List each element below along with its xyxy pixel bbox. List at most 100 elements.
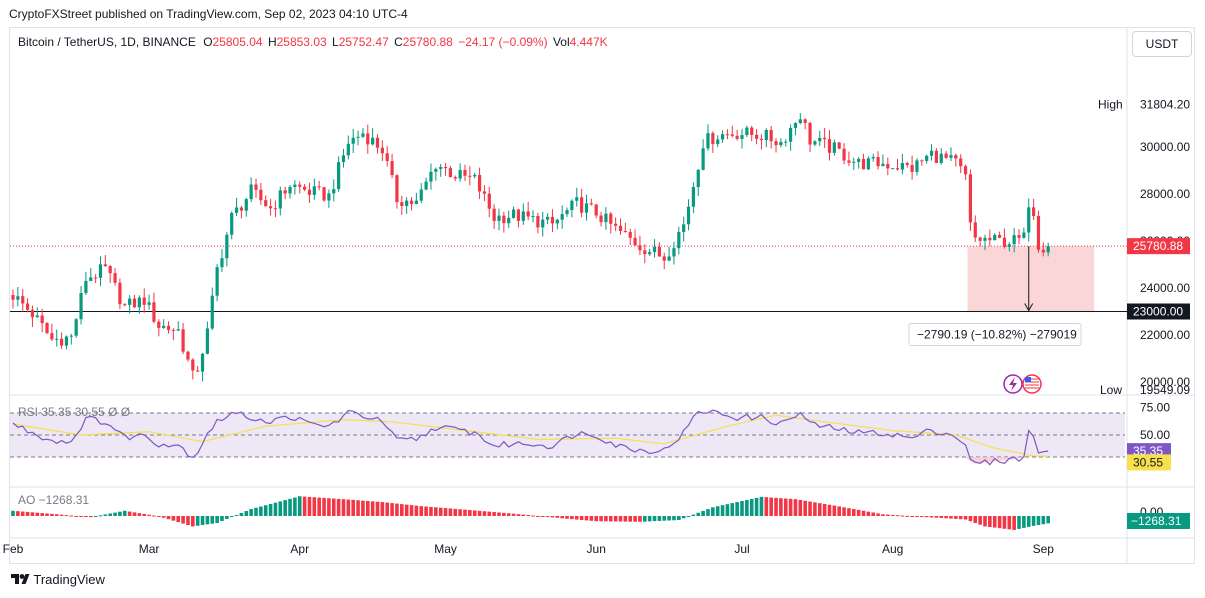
candle-body	[332, 189, 336, 194]
ao-bar	[1026, 516, 1031, 527]
candle-body	[497, 215, 501, 221]
ao-bar	[924, 516, 929, 518]
time-axis-tick: Feb	[3, 542, 24, 556]
ao-bar	[365, 500, 370, 516]
ao-bar	[618, 516, 623, 522]
ao-bar	[1017, 516, 1021, 529]
candle-body	[784, 141, 788, 143]
ao-bar	[395, 503, 399, 516]
ao-bar	[79, 516, 83, 517]
candle-body	[852, 161, 856, 163]
ao-bar	[356, 500, 360, 516]
ao-bar	[769, 497, 773, 516]
ao-bar	[613, 516, 618, 522]
price-axis-tick: 24000.00	[1140, 281, 1190, 295]
candle-body	[983, 237, 987, 241]
ao-bar	[443, 508, 448, 516]
ao-bar	[220, 516, 224, 521]
ao-bar	[361, 500, 365, 516]
ao-bar	[667, 516, 671, 521]
ao-bar	[958, 516, 963, 520]
ao-bar	[390, 503, 394, 516]
candle-body	[541, 219, 545, 228]
ao-bar	[929, 516, 934, 518]
ao-bar	[20, 511, 25, 516]
legend-symbol[interactable]: Bitcoin / TetherUS, 1D, BINANCE	[18, 35, 196, 49]
currency-button[interactable]: USDT	[1132, 31, 1192, 57]
candle-body	[191, 359, 195, 371]
ao-bar	[468, 510, 472, 516]
ao-bar	[108, 513, 112, 516]
candle-body	[711, 133, 715, 145]
ao-bar	[686, 516, 691, 517]
ao-bar	[779, 498, 783, 516]
ao-bar	[589, 516, 594, 521]
rsi-line[interactable]	[12, 409, 1049, 466]
candle-body	[60, 338, 64, 346]
candle-body	[929, 150, 934, 156]
candle-body	[633, 237, 637, 246]
ao-bar	[832, 505, 837, 516]
tradingview-brand[interactable]: TradingView	[10, 572, 105, 587]
candle-body	[920, 160, 924, 162]
ao-bar	[186, 516, 190, 525]
candle-body	[934, 150, 938, 163]
ao-bar	[715, 506, 720, 516]
candle-body	[458, 169, 462, 179]
candle-body	[886, 163, 890, 169]
ao-bar	[594, 516, 598, 522]
ao-bar	[161, 516, 166, 518]
ao-bar	[346, 499, 351, 516]
ao-bar	[331, 498, 336, 516]
ao-bar	[871, 512, 876, 516]
candle-body	[701, 148, 705, 170]
ao-bar	[74, 515, 78, 517]
candle-body	[215, 267, 219, 296]
candle-body	[643, 250, 647, 255]
candle-body	[303, 186, 307, 190]
ao-bar	[803, 500, 807, 516]
ao-bar	[900, 515, 905, 517]
measure-range-box[interactable]	[967, 246, 1095, 312]
ao-bar	[259, 506, 263, 516]
candle-body	[648, 252, 652, 255]
candle-body	[94, 277, 98, 279]
ao-bar	[866, 511, 871, 516]
ao-bar	[978, 516, 982, 525]
legend-low-value: 25752.47	[338, 35, 389, 49]
legend-high-label: H	[267, 35, 277, 49]
candle-body	[16, 296, 20, 300]
ao-bar	[414, 505, 419, 516]
ao-bar	[268, 503, 273, 516]
ao-bar	[191, 516, 195, 527]
candle-body	[453, 177, 457, 179]
ao-bar	[132, 512, 137, 516]
candle-body	[186, 351, 190, 360]
candle-body	[351, 137, 355, 144]
ao-bar	[419, 506, 424, 516]
candle-body	[774, 141, 778, 146]
ao-bar	[968, 516, 973, 522]
ao-bar	[113, 512, 117, 516]
candle-body	[740, 135, 744, 139]
candle-body	[448, 168, 452, 178]
candle-body	[371, 137, 375, 145]
ao-bar	[1002, 516, 1007, 529]
candle-body	[1032, 207, 1036, 216]
candle-body	[1046, 246, 1050, 253]
ao-bar	[341, 499, 346, 516]
rsi-ma-line	[12, 414, 1049, 457]
candle-body	[157, 321, 161, 328]
ao-bar	[293, 497, 297, 516]
candle-body	[555, 219, 559, 224]
ao-bar	[652, 516, 657, 522]
ao-bar	[604, 516, 608, 522]
ao-bar	[297, 496, 302, 516]
candle-body	[346, 143, 350, 156]
candle-body	[823, 137, 827, 140]
ao-bar	[351, 499, 355, 516]
candle-body	[380, 147, 384, 154]
candle-body	[118, 282, 122, 305]
ao-bar	[64, 515, 69, 517]
